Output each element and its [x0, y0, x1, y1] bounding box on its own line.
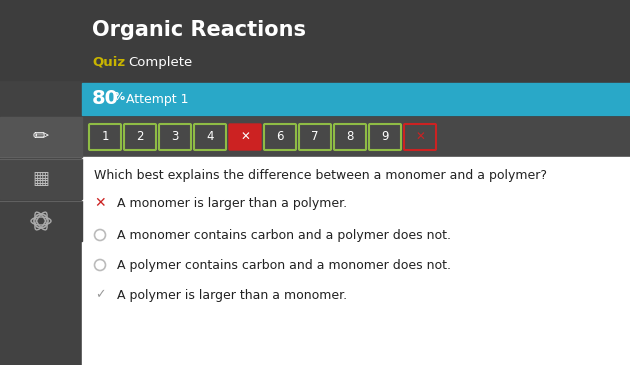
- Text: A polymer is larger than a monomer.: A polymer is larger than a monomer.: [117, 288, 347, 301]
- Text: Which best explains the difference between a monomer and a polymer?: Which best explains the difference betwe…: [94, 169, 547, 181]
- Bar: [82, 157, 630, 365]
- Bar: [0, 117, 82, 157]
- FancyBboxPatch shape: [264, 124, 296, 150]
- Text: ✓: ✓: [94, 288, 105, 301]
- Text: 3: 3: [171, 131, 179, 143]
- Text: %: %: [114, 92, 125, 102]
- FancyBboxPatch shape: [229, 124, 261, 150]
- Bar: [0, 159, 82, 199]
- Text: A monomer contains carbon and a polymer does not.: A monomer contains carbon and a polymer …: [117, 228, 451, 242]
- FancyBboxPatch shape: [194, 124, 226, 150]
- Text: ▦: ▦: [33, 170, 50, 188]
- Text: A monomer is larger than a polymer.: A monomer is larger than a polymer.: [117, 196, 347, 210]
- Text: Organic Reactions: Organic Reactions: [92, 20, 306, 41]
- FancyBboxPatch shape: [89, 124, 121, 150]
- Text: 9: 9: [381, 131, 389, 143]
- Bar: [0, 0, 82, 365]
- Text: 6: 6: [276, 131, 284, 143]
- Text: 4: 4: [206, 131, 214, 143]
- Text: ✏: ✏: [33, 127, 49, 146]
- Bar: [0, 117, 630, 157]
- Text: ✕: ✕: [415, 131, 425, 143]
- Bar: [0, 201, 82, 241]
- Text: ✕: ✕: [94, 196, 106, 210]
- FancyBboxPatch shape: [369, 124, 401, 150]
- Text: Complete: Complete: [128, 56, 192, 69]
- Text: Quiz: Quiz: [92, 56, 125, 69]
- Text: 2: 2: [136, 131, 144, 143]
- FancyBboxPatch shape: [404, 124, 436, 150]
- Text: 7: 7: [311, 131, 319, 143]
- FancyBboxPatch shape: [334, 124, 366, 150]
- FancyBboxPatch shape: [159, 124, 191, 150]
- Text: 1: 1: [101, 131, 109, 143]
- Bar: [82, 83, 630, 115]
- Text: 8: 8: [346, 131, 353, 143]
- Text: ✕: ✕: [240, 131, 250, 143]
- FancyBboxPatch shape: [124, 124, 156, 150]
- Bar: [0, 0, 630, 80]
- Text: 80: 80: [92, 89, 119, 108]
- Text: Attempt 1: Attempt 1: [126, 92, 188, 105]
- Text: A polymer contains carbon and a monomer does not.: A polymer contains carbon and a monomer …: [117, 258, 451, 272]
- FancyBboxPatch shape: [299, 124, 331, 150]
